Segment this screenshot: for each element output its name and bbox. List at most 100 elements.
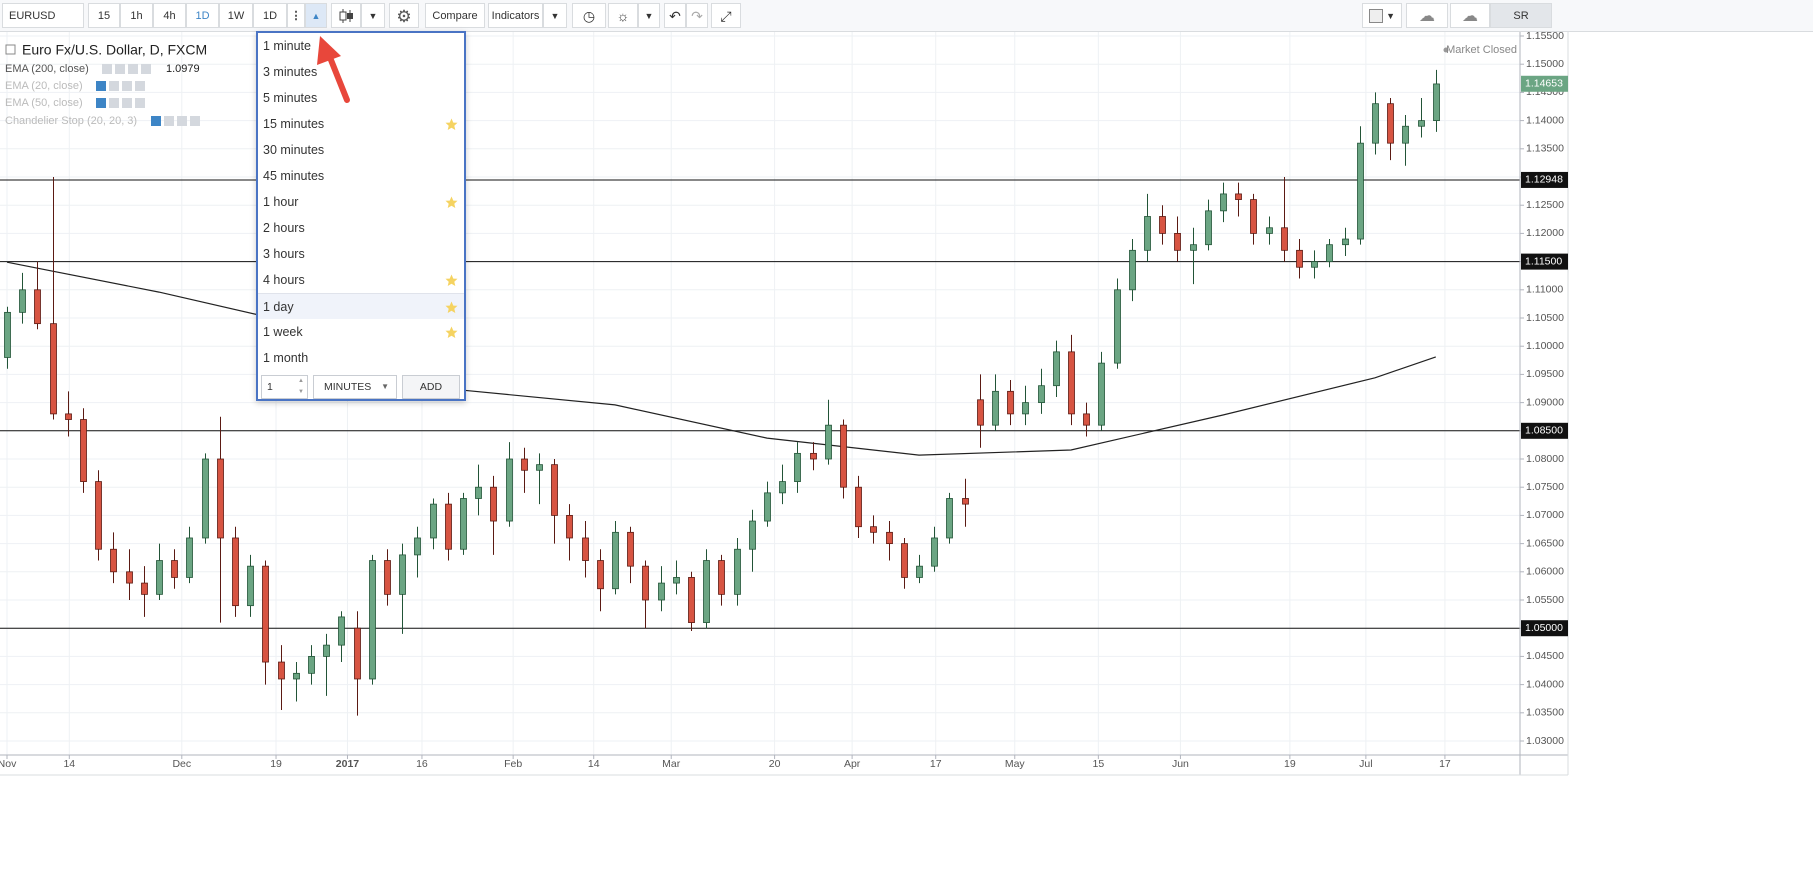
candle-body	[521, 458, 528, 471]
icon[interactable]	[96, 98, 106, 108]
icon[interactable]	[102, 64, 112, 74]
icon[interactable]	[141, 64, 151, 74]
candle-body	[1296, 249, 1303, 268]
style-arrow[interactable]: ▼	[361, 3, 385, 28]
x-tick-label: 16	[416, 758, 428, 770]
save-button[interactable]: ☁	[1450, 3, 1490, 28]
indicator-icons	[96, 64, 200, 126]
dropdown-item[interactable]: 1 month	[258, 345, 464, 371]
indicator-name: EMA (200, close)	[5, 63, 89, 75]
custom-unit: MINUTES	[324, 381, 372, 393]
more-button[interactable]: ⋮	[287, 3, 305, 28]
interval-button[interactable]: 1D	[253, 3, 287, 28]
dropdown-item[interactable]: 2 hours	[258, 215, 464, 241]
favorite-star[interactable]	[445, 118, 458, 131]
star-shape	[445, 118, 458, 130]
custom-value-input[interactable]: 1 ▲ ▼	[261, 375, 308, 399]
icon[interactable]	[128, 64, 138, 74]
redo-button[interactable]: ↷	[686, 3, 708, 28]
candle-body	[992, 390, 999, 426]
undo-button[interactable]: ↶	[664, 3, 686, 28]
icon[interactable]	[122, 98, 132, 108]
candle-body	[1205, 210, 1212, 246]
custom-unit-select[interactable]: MINUTES ▼	[313, 375, 397, 399]
candle-body	[1190, 244, 1197, 251]
ideas-arrow[interactable]: ▼	[638, 3, 660, 28]
favorite-star[interactable]	[445, 301, 458, 314]
y-tick-label: 1.13500	[1526, 143, 1564, 155]
candle-body	[460, 498, 467, 550]
compare-button[interactable]: Compare	[425, 3, 485, 28]
candle-body	[1144, 216, 1151, 251]
custom-value: 1	[267, 381, 273, 393]
toolbar: EURUSD 15 1h 4h 1D 1W 1D ⋮ ▲ ▼ ⚙ Compare…	[0, 0, 1813, 32]
alert-button[interactable]: ◷	[572, 3, 606, 28]
favorite-star[interactable]	[445, 326, 458, 339]
dropdown-item[interactable]: 1 week	[258, 319, 464, 345]
indicators-arrow[interactable]: ▼	[543, 3, 567, 28]
icon[interactable]	[135, 81, 145, 91]
candle-body	[186, 537, 193, 578]
interval-button[interactable]: 1D	[186, 3, 219, 28]
indicators-button[interactable]: Indicators	[488, 3, 543, 28]
y-tick-label: 1.06500	[1526, 537, 1564, 549]
candle-body	[1159, 216, 1166, 234]
icon[interactable]	[96, 81, 106, 91]
icon[interactable]	[115, 64, 125, 74]
dropdown-item[interactable]: 1 hour	[258, 189, 464, 215]
star-shape	[445, 301, 458, 313]
symbol-input[interactable]: EURUSD	[2, 3, 84, 28]
interval-button[interactable]: 1h	[120, 3, 153, 28]
add-button[interactable]: ADD	[402, 375, 460, 399]
y-tick-label: 1.10500	[1526, 312, 1564, 324]
dropdown-item[interactable]: 4 hours	[258, 267, 464, 293]
item-label: 30 minutes	[263, 143, 325, 157]
candle-body	[536, 464, 543, 471]
y-tick-label: 1.12000	[1526, 227, 1564, 239]
interval-button[interactable]: 1W	[219, 3, 253, 28]
candle-body	[475, 486, 482, 499]
icon[interactable]	[190, 116, 200, 126]
settings-button[interactable]: ⚙	[389, 3, 419, 28]
dropdown-item[interactable]: 1 day	[258, 293, 464, 319]
icon[interactable]	[109, 98, 119, 108]
layout-button[interactable]: ▼	[1362, 3, 1402, 28]
layout-icon	[1369, 9, 1383, 24]
collapse-icon[interactable]	[5, 44, 16, 55]
favorite-star[interactable]	[445, 274, 458, 287]
icon[interactable]	[151, 116, 161, 126]
dropdown-toggle[interactable]: ▲	[305, 3, 327, 28]
indicator-name: EMA (50, close)	[5, 97, 83, 109]
x-tick-label: Jul	[1359, 758, 1372, 770]
candle-body	[338, 616, 345, 646]
x-tick-label: 17	[1439, 758, 1451, 770]
candle-body	[1174, 233, 1181, 251]
load-button[interactable]: ☁	[1406, 3, 1448, 28]
favorite-star[interactable]	[445, 196, 458, 209]
x-tick-label: Nov	[0, 758, 17, 770]
interval-button[interactable]: 4h	[153, 3, 186, 28]
dropdown-item[interactable]: 15 minutes	[258, 111, 464, 137]
candle-body	[810, 452, 817, 460]
icon[interactable]	[177, 116, 187, 126]
dropdown-item[interactable]: 5 minutes	[258, 85, 464, 111]
candle-body	[612, 531, 619, 590]
icon[interactable]	[135, 98, 145, 108]
interval-button[interactable]: 15	[88, 3, 120, 28]
candle-body	[384, 560, 391, 595]
dropdown-item[interactable]: 3 minutes	[258, 59, 464, 85]
chart-style-button[interactable]	[331, 3, 361, 28]
fullscreen-button[interactable]: ⤢	[711, 3, 741, 28]
ideas-button[interactable]: ☼	[608, 3, 638, 28]
candle-body	[369, 560, 376, 680]
icon[interactable]	[164, 116, 174, 126]
dropdown-item[interactable]: 45 minutes	[258, 163, 464, 189]
dropdown-item[interactable]: 3 hours	[258, 241, 464, 267]
icon[interactable]	[109, 81, 119, 91]
dropdown-item[interactable]: 30 minutes	[258, 137, 464, 163]
sr-button[interactable]: SR	[1490, 3, 1552, 28]
dropdown-item[interactable]: 1 minute	[258, 33, 464, 59]
spinner[interactable]: ▲ ▼	[298, 378, 304, 395]
icon[interactable]	[122, 81, 132, 91]
indicator-name: EMA (20, close)	[5, 80, 83, 92]
